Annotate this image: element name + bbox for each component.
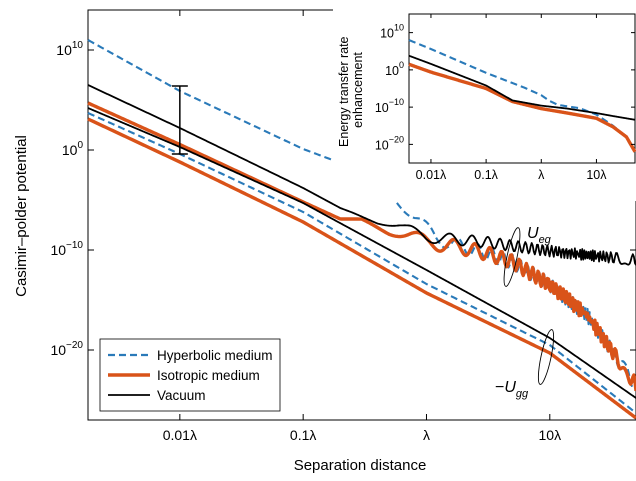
main-x-tick-label: λ: [423, 427, 430, 443]
main-x-axis-label: Separation distance: [294, 457, 427, 474]
inset-y-tick-label: 10−20: [375, 134, 404, 152]
main-x-tick-label: 0.01λ: [163, 427, 197, 443]
annotation-u-gg: −Ugg: [495, 329, 555, 400]
inset-plot-frame: [408, 13, 636, 164]
inset-x-tick-label: 0.1λ: [474, 168, 498, 182]
main-chart: 0.01λ 0.1λ λ 10λ 1010 100 10−10 10−20 Separatio…: [13, 9, 636, 474]
inset-y-axis-label-line1: Energy transfer rate: [337, 36, 351, 147]
inset-x-tick-label: λ: [538, 168, 545, 182]
inset-y-tick-label: 10−10: [375, 97, 404, 115]
annotation-u-eg-ellipse: [503, 227, 521, 287]
annotation-u-gg-ellipse: [537, 329, 555, 385]
main-x-tick-label: 10λ: [539, 427, 562, 443]
main-series-ground-isotropic: [87, 117, 636, 420]
main-y-tick-label: 100: [62, 140, 84, 158]
enhancement-bar-group: [171, 85, 188, 155]
inset-y-tick-label: 1010: [380, 23, 404, 41]
inset-series-group: [407, 39, 636, 153]
legend-label-hyperbolic: Hyperbolic medium: [157, 348, 273, 363]
inset-y-tick-label: 100: [385, 60, 404, 78]
inset-ticks-group: 0.01λ 0.1λ λ 10λ 1010 100 10−10 10−20: [375, 14, 635, 182]
legend-label-isotropic: Isotropic medium: [157, 368, 260, 383]
inset-background: [333, 3, 636, 201]
main-y-axis-label: Casimir–polder potential: [13, 135, 30, 297]
inset-y-axis-label: Energy transfer rate enhancement: [337, 33, 365, 147]
inset-series-hyperbolic: [408, 39, 636, 153]
legend: Hyperbolic medium Isotropic medium Vacuu…: [99, 338, 281, 412]
annotation-u-gg-text: −Ugg: [495, 379, 529, 400]
inset-series-vacuum: [408, 54, 636, 121]
inset-x-tick-label: 0.01λ: [416, 168, 447, 182]
legend-label-vacuum: Vacuum: [157, 388, 206, 403]
inset-x-tick-label: 10λ: [586, 168, 607, 182]
inset-y-axis-label-line2: enhancement: [351, 52, 365, 128]
main-y-tick-label: 10−10: [50, 240, 83, 258]
main-y-tick-label: 10−20: [50, 340, 83, 358]
main-x-tick-label: 0.1λ: [290, 427, 316, 443]
annotation-u-eg-text: Ueg: [527, 225, 552, 246]
annotation-u-eg: Ueg: [503, 225, 552, 287]
main-y-tick-label: 1010: [56, 40, 83, 58]
inset-series-isotropic: [407, 62, 636, 153]
main-ticks-group: 0.01λ 0.1λ λ 10λ 1010 100 10−10 10−20: [50, 10, 636, 443]
inset-chart: 0.01λ 0.1λ λ 10λ 1010 100 10−10 10−20 Energy tr…: [333, 3, 636, 201]
